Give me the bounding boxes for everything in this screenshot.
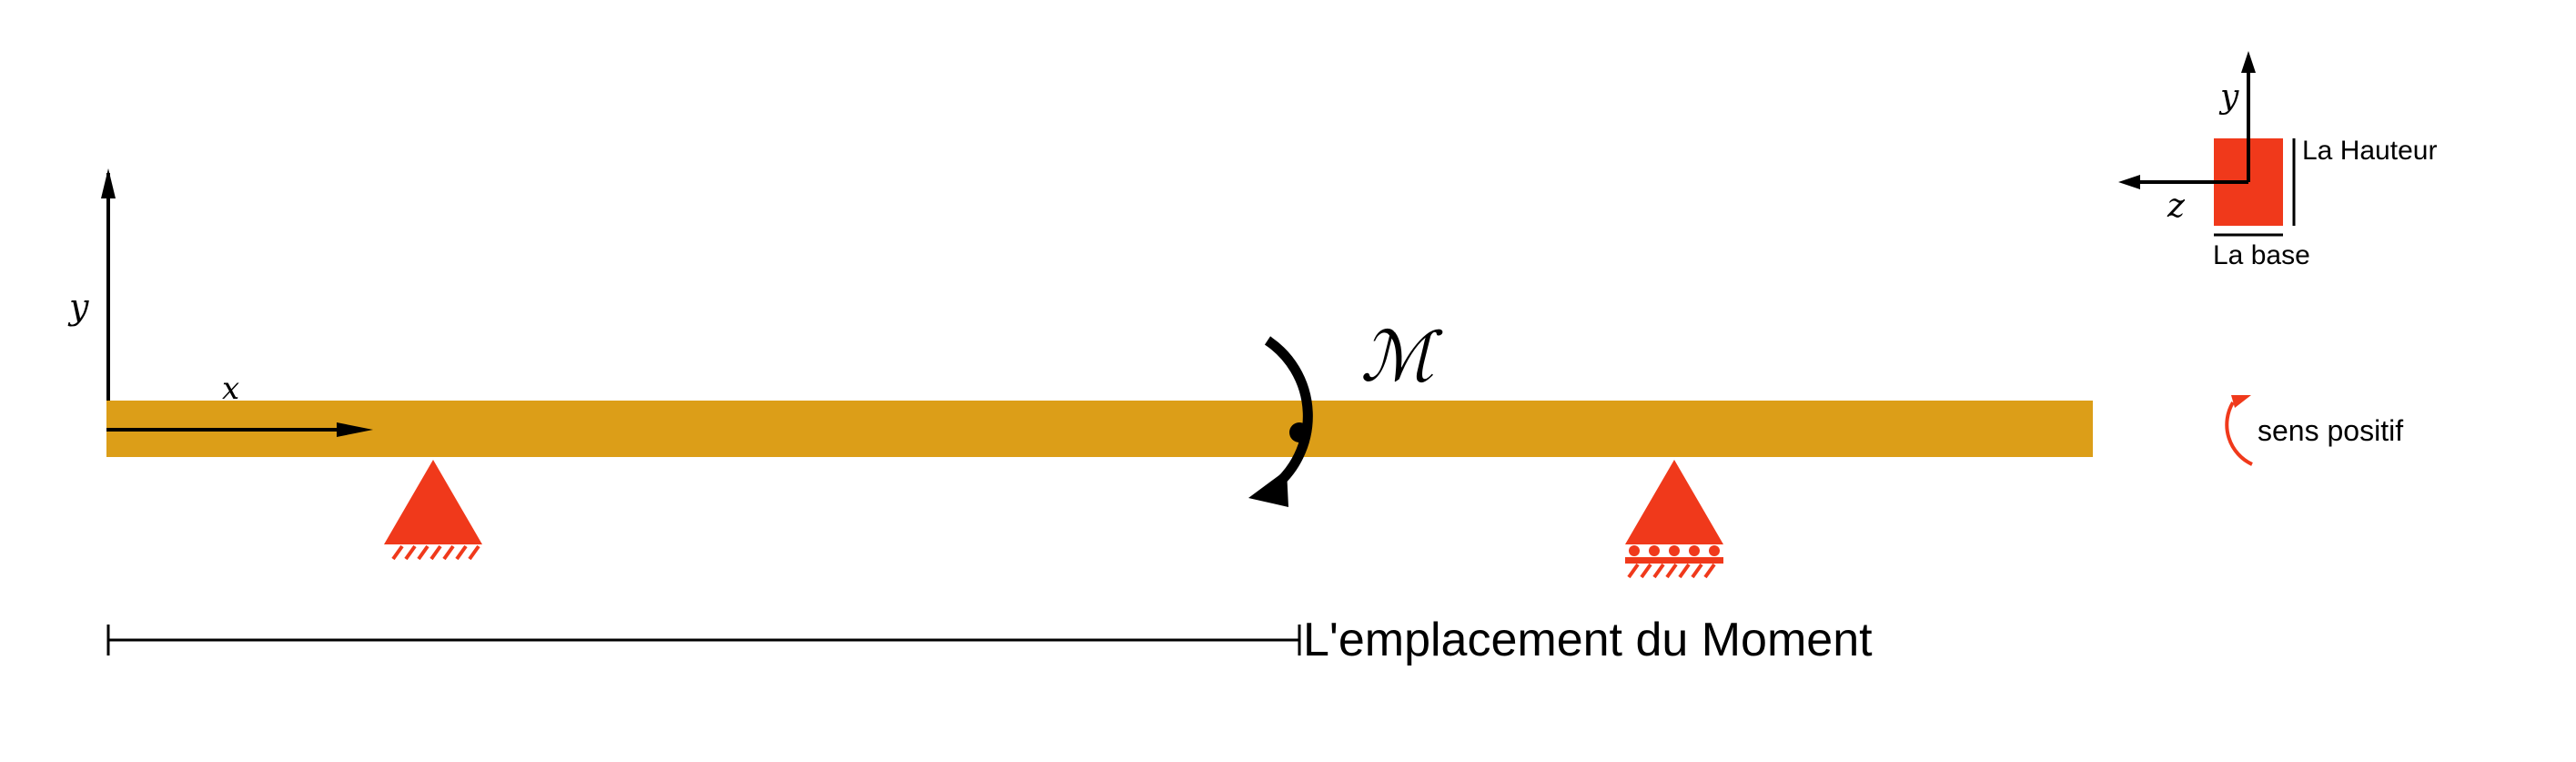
section-z-arrowhead [2118, 175, 2140, 189]
sign-convention-label: sens positif [2258, 414, 2403, 447]
x-axis-label: x [222, 371, 239, 407]
applied-moment: ℳ [1248, 316, 1443, 507]
sign-convention-arc [2225, 401, 2253, 466]
roller-wheels [1629, 545, 1720, 556]
roller-support [1625, 460, 1723, 579]
roller-base-plate [1625, 557, 1723, 564]
section-y-arrowhead [2241, 51, 2256, 73]
global-axes: y [67, 168, 116, 428]
section-height-label: La Hauteur [2302, 136, 2437, 166]
roller-support-triangle [1625, 460, 1723, 544]
section-z-label: z [2167, 188, 2186, 225]
moment-label: ℳ [1360, 316, 1443, 397]
ground-hatch-right [1627, 563, 1716, 579]
sign-convention: sens positif [2225, 395, 2403, 466]
sign-convention-arrowhead [2231, 395, 2251, 408]
section-base-label: La base [2213, 240, 2310, 270]
y-axis-label: y [67, 287, 89, 327]
y-axis-arrowhead [101, 168, 116, 198]
x-axis: x [106, 371, 373, 437]
beam [106, 401, 2093, 457]
section-y-label: y [2218, 78, 2239, 116]
x-axis-arrowhead [337, 422, 373, 437]
pinned-support [384, 460, 482, 561]
cross-section: y z La Hauteur La base [2118, 51, 2437, 270]
moment-arrowhead [1248, 470, 1288, 507]
moment-location-dimension: L'emplacement du Moment [106, 614, 1873, 666]
ground-hatch-left [391, 544, 480, 561]
moment-arc [1264, 336, 1313, 492]
dimension-label: L'emplacement du Moment [1303, 614, 1873, 666]
pinned-support-triangle [384, 460, 482, 544]
